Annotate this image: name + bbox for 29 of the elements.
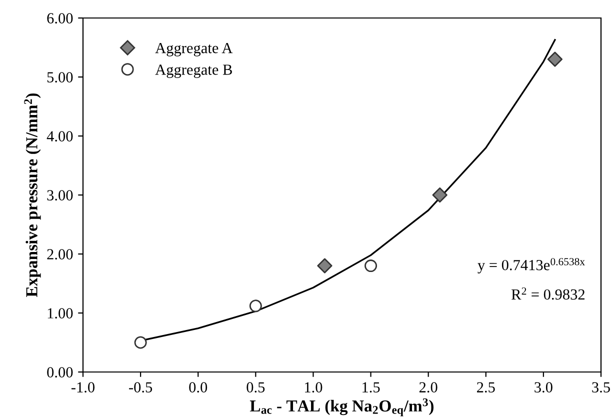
x-tick-label: 0.5 xyxy=(246,382,265,393)
point xyxy=(547,52,563,67)
x-tick-label: 1.0 xyxy=(305,382,322,393)
annotation: R$^{2}$ = 0.9832 xyxy=(511,287,584,300)
legend-label: Aggregate A xyxy=(155,42,233,56)
x-tick-label: -0.5 xyxy=(129,382,152,393)
x-tick-label: -1.0 xyxy=(71,382,95,393)
y-tick-label: 2.00 xyxy=(47,249,73,260)
x-tick-label: 1.5 xyxy=(362,382,380,393)
x-tick-label: 3.5 xyxy=(592,382,610,393)
point xyxy=(432,187,448,203)
x-tick-label: 0.0 xyxy=(189,382,208,393)
y-tick-label: 1.00 xyxy=(48,308,73,319)
legend-label: Aggregate B xyxy=(155,64,232,78)
y-tick-label: 6.00 xyxy=(47,13,73,24)
y-tick-label: 3.00 xyxy=(47,190,73,201)
x-tick-label: 2.5 xyxy=(477,382,495,393)
x-tick-label: 3.0 xyxy=(534,382,552,393)
y-tick-label: 0.00 xyxy=(47,367,73,378)
point xyxy=(134,336,147,349)
x-tick-label: 2.0 xyxy=(419,382,438,393)
y-tick-label: 5.00 xyxy=(47,72,73,83)
point xyxy=(364,260,378,272)
y-axis-title: Expansive pressure (N/mm$^{2}$) xyxy=(24,93,41,297)
point xyxy=(249,300,262,312)
point xyxy=(317,258,332,274)
y-tick-label: 4.00 xyxy=(46,131,73,142)
annotation: y = 0.7413e$^{0.6538x}$ xyxy=(478,258,585,274)
text: L$_{ac}$ - TAL (kg Na$_{2}$O$_{eq}$/m$^{3}$) xyxy=(250,398,434,416)
